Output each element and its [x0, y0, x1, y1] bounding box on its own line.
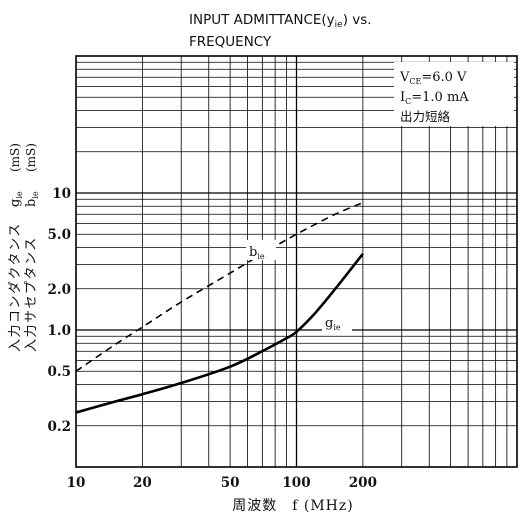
y-tick-label: 10	[52, 186, 71, 202]
chart-title-line1: INPUT ADMITTANCE(yie) vs.	[189, 12, 372, 30]
chart-title-line2: FREQUENCY	[189, 34, 272, 50]
y-tick-label: 2.0	[48, 282, 72, 298]
y-axis-label-line2: 入力サセプタンス	[24, 236, 39, 352]
x-axis-label: 周波数 f (MHz)	[232, 498, 353, 514]
x-tick-label: 20	[133, 475, 152, 491]
condition-output-short: 出力短絡	[400, 109, 451, 124]
y-axis-label: 入力コンダクタンス 入力サセプタンス gie bie (mS) (mS)	[8, 143, 40, 352]
x-tick-label: 100	[282, 475, 310, 491]
chart-title-part1: INPUT ADMITTANCE(y	[189, 12, 335, 28]
y-axis-label-line1: 入力コンダクタンス	[8, 222, 23, 352]
series-gie-label: gie	[325, 316, 341, 332]
condition-vce: VCE=6.0 V	[399, 70, 467, 86]
y-tick-label: 1.0	[48, 323, 72, 339]
plot-frame	[75, 55, 518, 468]
y-axis-label-b: bie	[24, 191, 40, 207]
chart-title-sub: ie	[335, 20, 344, 30]
tick-labels: 10 20 50 100 200 0.2 0.5 1.0 2.0 5.0 10	[48, 186, 377, 491]
conditions-box: VCE=6.0 V IC=1.0 mA 出力短絡	[399, 70, 469, 124]
series-bie-label-bg	[246, 240, 276, 260]
series-bie-label: bie	[249, 245, 265, 261]
series-gie-label-bg	[322, 311, 352, 331]
conditions-box-bg	[394, 62, 514, 126]
y-axis-unit-1: (mS)	[8, 143, 22, 172]
y-tick-label: 5.0	[48, 227, 72, 243]
y-axis-unit-2: (mS)	[24, 143, 38, 172]
y-tick-label: 0.2	[48, 419, 72, 435]
y-tick-label: 0.5	[48, 364, 72, 380]
condition-ic: IC=1.0 mA	[400, 90, 469, 106]
x-tick-label: 10	[67, 475, 86, 491]
series-bie-line	[75, 201, 364, 372]
x-tick-label: 50	[221, 475, 240, 491]
series-gie-line	[75, 252, 364, 414]
x-tick-label: 200	[349, 475, 377, 491]
y-axis-label-g: gie	[8, 191, 24, 207]
chart-title-part2: ) vs.	[343, 12, 372, 28]
